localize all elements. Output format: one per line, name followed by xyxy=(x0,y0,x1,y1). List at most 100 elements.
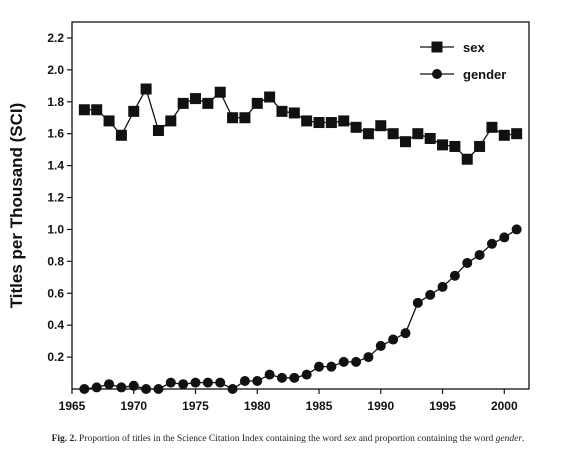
point-gender-2000 xyxy=(499,232,510,243)
series-layer xyxy=(78,83,523,394)
point-sex-1994 xyxy=(424,132,436,144)
y-tick-label-5: 1.2 xyxy=(47,191,64,205)
point-sex-1974 xyxy=(177,97,189,109)
axes: 1965 1970 1975 1980 1985 1990 1995 2000 0.2 0.4 0.… xyxy=(7,21,530,413)
point-sex-1971 xyxy=(140,83,152,95)
point-gender-1978 xyxy=(227,384,238,394)
point-sex-1988 xyxy=(350,121,362,133)
point-gender-1971 xyxy=(141,384,152,394)
point-gender-1996 xyxy=(449,270,460,281)
point-gender-1970 xyxy=(128,380,139,391)
point-sex-1996 xyxy=(449,140,461,152)
point-gender-1968 xyxy=(104,379,115,390)
legend-marker-sex xyxy=(431,41,443,53)
point-sex-1970 xyxy=(128,105,140,117)
point-gender-1975 xyxy=(190,377,201,388)
legend: sex gender xyxy=(420,40,506,82)
y-tick-label-6: 1.4 xyxy=(47,159,64,173)
x-tick-label-1975: 1975 xyxy=(182,399,209,413)
point-gender-1981 xyxy=(264,369,275,380)
point-sex-1990 xyxy=(375,120,387,132)
x-tick-label-1980: 1980 xyxy=(244,399,271,413)
point-gender-1993 xyxy=(412,297,423,308)
point-gender-2001 xyxy=(511,224,522,235)
caption-label: Fig. 2. xyxy=(51,434,77,444)
point-gender-1982 xyxy=(276,372,287,383)
point-gender-1985 xyxy=(314,361,325,372)
series-gender xyxy=(79,224,522,394)
caption-text-1: Proportion of titles in the Science Cita… xyxy=(79,434,345,444)
point-gender-1986 xyxy=(326,361,337,372)
point-sex-1989 xyxy=(362,128,374,140)
plot-frame xyxy=(71,21,530,390)
point-sex-1985 xyxy=(313,117,325,129)
point-gender-1980 xyxy=(252,376,263,387)
point-sex-1991 xyxy=(387,128,399,140)
point-sex-1995 xyxy=(437,139,449,151)
point-gender-1990 xyxy=(375,340,386,351)
y-tick-label-4: 1.0 xyxy=(47,222,64,236)
point-gender-1991 xyxy=(388,334,399,345)
legend-label-gender: gender xyxy=(463,67,506,82)
point-sex-1986 xyxy=(325,117,337,129)
point-gender-1966 xyxy=(79,384,90,394)
y-tick-label-10: 2.2 xyxy=(47,31,64,45)
y-tick-label-8: 1.8 xyxy=(47,95,64,109)
point-gender-1998 xyxy=(474,249,485,260)
point-gender-1976 xyxy=(202,377,213,388)
y-tick-label-0: 0.2 xyxy=(47,350,64,364)
point-sex-1993 xyxy=(412,128,424,140)
point-sex-2000 xyxy=(498,129,510,141)
x-tick-label-1965: 1965 xyxy=(59,399,86,413)
point-gender-1979 xyxy=(239,376,250,387)
point-sex-1972 xyxy=(152,125,164,137)
point-sex-1987 xyxy=(338,115,350,127)
point-sex-1992 xyxy=(399,136,411,148)
point-sex-1982 xyxy=(276,105,288,117)
series-line-gender xyxy=(84,228,518,390)
point-gender-1973 xyxy=(165,377,176,388)
point-gender-1997 xyxy=(462,257,473,268)
point-gender-1992 xyxy=(400,328,411,339)
point-gender-1994 xyxy=(425,289,436,300)
point-gender-1977 xyxy=(215,377,226,388)
figure-caption: Fig. 2. Proportion of titles in the Scie… xyxy=(28,433,548,446)
point-sex-1979 xyxy=(239,112,251,124)
point-gender-1972 xyxy=(153,384,164,394)
caption-word-sex: sex xyxy=(344,434,357,444)
point-sex-1967 xyxy=(91,104,103,116)
point-sex-1973 xyxy=(165,115,177,127)
legend-marker-gender xyxy=(432,69,442,79)
point-gender-1987 xyxy=(338,356,349,367)
point-gender-1983 xyxy=(289,372,300,383)
point-sex-1999 xyxy=(486,121,498,133)
point-gender-1984 xyxy=(301,369,312,380)
x-tick-label-1995: 1995 xyxy=(429,399,456,413)
point-sex-1966 xyxy=(78,104,90,116)
point-sex-1998 xyxy=(474,140,486,152)
point-sex-1981 xyxy=(264,91,276,103)
point-sex-2001 xyxy=(511,128,523,140)
point-sex-1980 xyxy=(251,97,263,109)
y-tick-label-9: 2.0 xyxy=(47,63,64,77)
y-axis-title: Titles per Thousand (SCI) xyxy=(7,103,26,309)
y-tick-label-7: 1.6 xyxy=(47,127,64,141)
caption-text-3: . xyxy=(522,434,525,444)
point-sex-1977 xyxy=(214,86,226,98)
point-gender-1999 xyxy=(486,238,497,249)
series-sex xyxy=(78,83,523,165)
point-sex-1984 xyxy=(301,115,313,127)
point-sex-1976 xyxy=(202,97,214,109)
point-sex-1968 xyxy=(103,115,115,127)
x-tick-label-1985: 1985 xyxy=(306,399,333,413)
point-sex-1975 xyxy=(190,93,202,105)
point-gender-1969 xyxy=(116,382,127,393)
point-gender-1988 xyxy=(351,356,362,367)
y-tick-label-1: 0.4 xyxy=(47,318,64,332)
x-tick-label-2000: 2000 xyxy=(491,399,518,413)
point-sex-1978 xyxy=(227,112,239,124)
caption-text-2: and proportion containing the word xyxy=(356,434,496,444)
point-gender-1995 xyxy=(437,281,448,292)
point-gender-1989 xyxy=(363,352,374,363)
